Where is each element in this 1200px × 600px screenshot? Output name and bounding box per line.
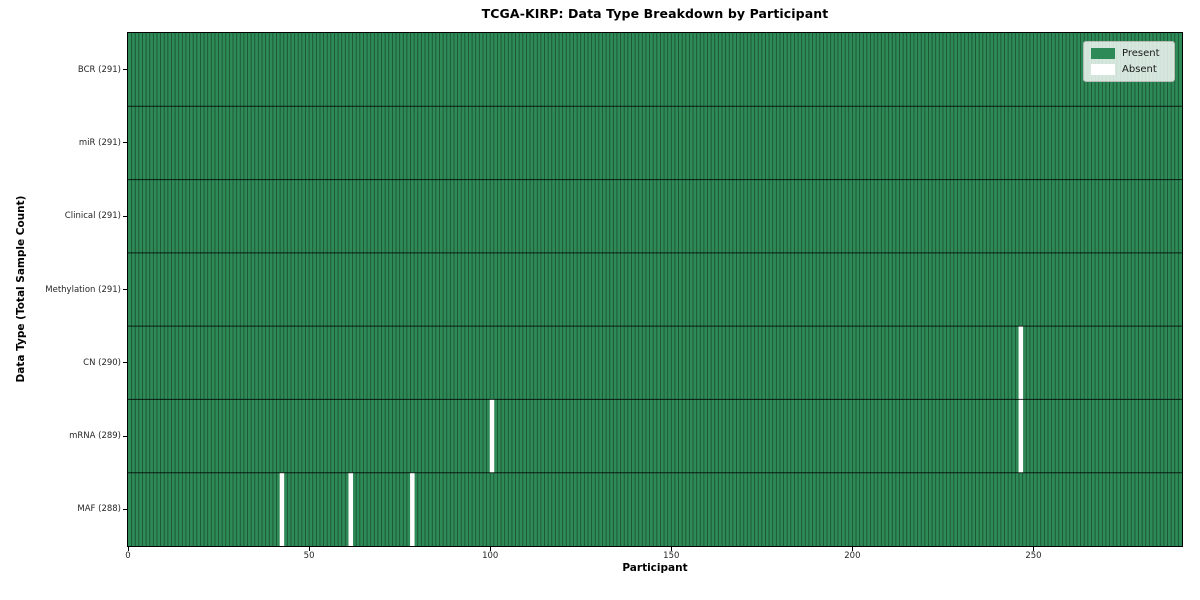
y-tick-label-BCR: BCR (291): [77, 64, 121, 75]
y-tick-mark-Methylation: [123, 289, 127, 290]
heatmap-plot: [128, 33, 1182, 546]
legend-swatch-absent-icon: [1091, 64, 1115, 75]
y-tick-mark-Clinical: [123, 215, 127, 217]
y-tick-mark-miR: [123, 142, 127, 144]
x-tick-mark-50: [308, 547, 310, 551]
y-tick-mark-mRNA: [123, 435, 127, 437]
chart-title: TCGA-KIRP: Data Type Breakdown by Partic…: [481, 6, 829, 21]
x-tick-mark-250: [1032, 547, 1034, 551]
legend-item-absent: Absent: [1091, 64, 1167, 75]
y-tick-label-mRNA: mRNA (289): [69, 431, 121, 442]
x-tick-label-200: 200: [844, 551, 861, 561]
y-tick-label-Clinical: Clinical (291): [64, 211, 121, 222]
legend-swatch-present-icon: [1091, 48, 1115, 59]
x-tick-mark-150: [670, 547, 672, 551]
legend: Present Absent: [1083, 41, 1175, 82]
x-tick-mark-0: [127, 547, 129, 551]
x-tick-label-50: 50: [303, 551, 315, 561]
y-tick-mark-CN: [123, 362, 127, 364]
x-tick-mark-100: [489, 547, 491, 551]
x-tick-label-0: 0: [125, 551, 131, 561]
y-tick-label-MAF: MAF (288): [77, 504, 121, 515]
x-tick-label-150: 150: [663, 551, 680, 561]
plot-area: [127, 32, 1183, 547]
x-axis-label: Participant: [622, 562, 688, 574]
legend-item-present: Present: [1091, 48, 1167, 59]
legend-label-absent: Absent: [1122, 64, 1157, 75]
x-tick-label-250: 250: [1025, 551, 1042, 561]
y-tick-label-Methylation: Methylation (291): [45, 284, 121, 295]
x-tick-mark-200: [851, 547, 853, 551]
y-tick-mark-BCR: [123, 69, 127, 71]
y-tick-label-miR: miR (291): [78, 137, 121, 148]
legend-label-present: Present: [1122, 48, 1160, 59]
y-tick-label-CN: CN (290): [83, 357, 121, 368]
y-tick-mark-MAF: [123, 508, 127, 510]
x-tick-label-100: 100: [482, 551, 499, 561]
